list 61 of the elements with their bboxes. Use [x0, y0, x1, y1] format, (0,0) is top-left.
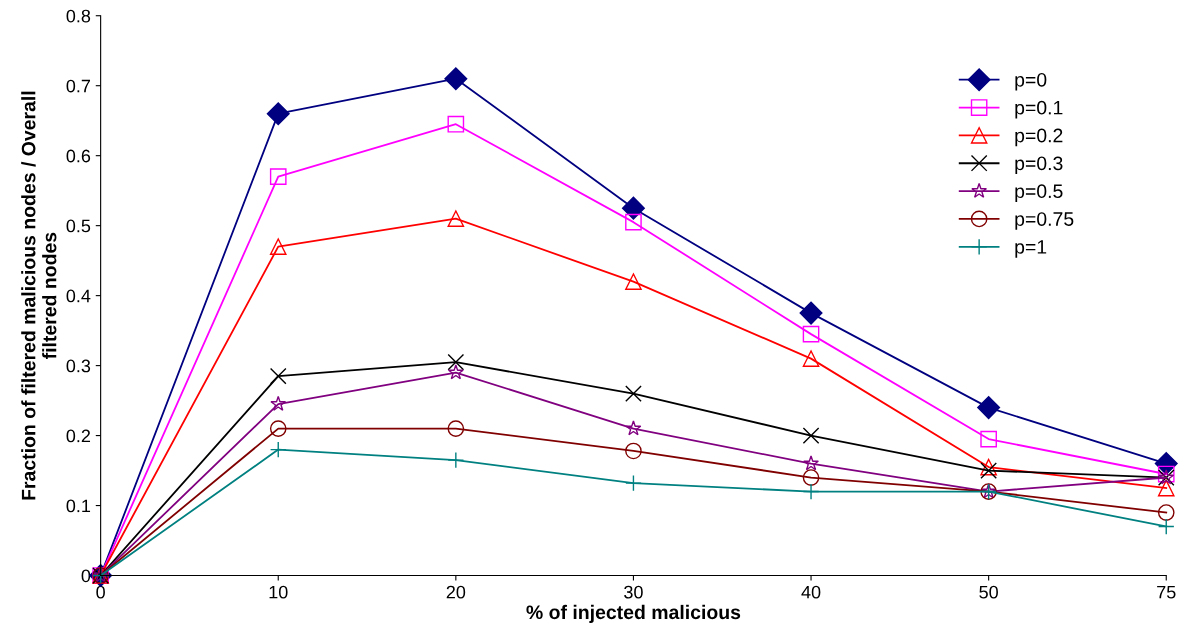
x-tick-label: 10 — [269, 585, 288, 599]
point — [977, 396, 1001, 420]
point — [980, 458, 997, 476]
point — [269, 168, 287, 186]
point — [266, 102, 290, 126]
x-tick-label: 40 — [801, 585, 821, 599]
point — [980, 462, 997, 479]
point — [802, 427, 820, 444]
x-tick-label: 20 — [446, 585, 466, 599]
point — [625, 474, 642, 492]
point — [1157, 465, 1175, 483]
legend-label: p=0.5 — [1015, 184, 1063, 202]
y-tick-label: 0.4 — [66, 289, 91, 303]
point — [447, 353, 465, 371]
point — [270, 395, 287, 411]
point — [625, 420, 642, 436]
point — [803, 455, 820, 471]
point — [625, 442, 642, 460]
point — [799, 301, 823, 325]
x-tick-label: 50 — [979, 585, 998, 599]
point — [447, 451, 465, 469]
x-tick-label: 0 — [96, 585, 105, 599]
y-tick-label: 0.1 — [66, 499, 91, 513]
point — [980, 430, 997, 448]
legend-label: p=0.1 — [1015, 100, 1063, 119]
y-axis-title: Fraction of filtered malicious nodes / Overall filtered nodes — [21, 91, 57, 500]
point — [625, 385, 642, 402]
point — [625, 273, 642, 290]
x-tick-label: 30 — [624, 585, 643, 599]
legend-label: p=0 — [1015, 72, 1047, 91]
point — [802, 325, 820, 343]
y-tick-label: 0.6 — [66, 149, 91, 163]
point — [447, 115, 465, 133]
legend-label: p=0.75 — [1015, 212, 1074, 230]
point — [269, 420, 287, 437]
point — [1157, 518, 1175, 535]
y-tick-label: 0.3 — [66, 359, 91, 373]
legend-label: p=0.2 — [1015, 128, 1063, 147]
point — [1157, 504, 1175, 521]
point — [802, 483, 820, 500]
y-tick-label: 0.7 — [66, 79, 91, 93]
point — [447, 210, 465, 227]
point — [802, 469, 820, 486]
point — [269, 441, 287, 458]
y-tick-label: 0 — [81, 569, 91, 583]
x-tick-label: 75 — [1157, 585, 1176, 599]
point — [447, 420, 465, 437]
point — [625, 213, 642, 231]
point — [269, 367, 287, 385]
point — [621, 196, 645, 220]
point — [1157, 479, 1175, 497]
point — [444, 67, 468, 91]
y-tick-label: 0.8 — [66, 9, 91, 23]
x-axis-title: % of injected malicious — [526, 604, 741, 623]
y-tick-label: 0.5 — [66, 219, 91, 233]
point — [802, 350, 820, 367]
point — [447, 364, 464, 380]
point — [269, 238, 287, 255]
legend-label: p=1 — [1015, 240, 1047, 258]
legend-label: p=0.3 — [1015, 156, 1063, 175]
y-tick-label: 0.2 — [66, 429, 91, 443]
